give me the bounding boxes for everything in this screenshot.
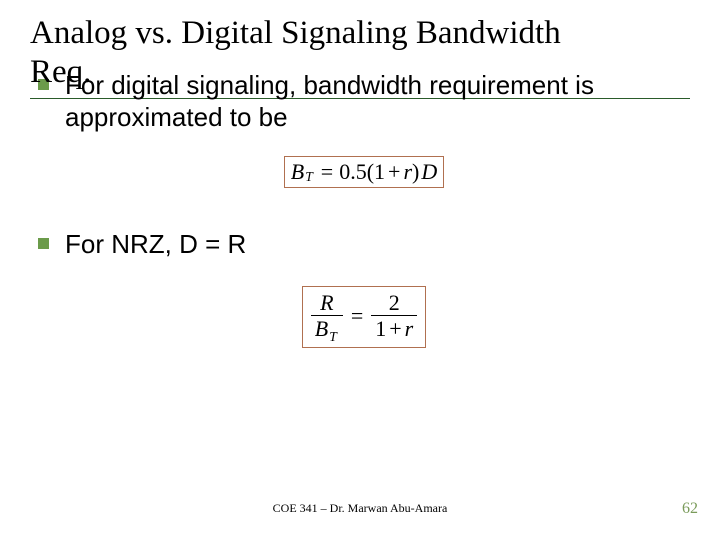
bullet-square-icon [38,238,49,249]
eq2-one: 1 [375,316,386,341]
title-line-1: Analog vs. Digital Signaling Bandwidth [30,14,690,53]
slide-title: Analog vs. Digital Signaling Bandwidth R… [30,14,690,92]
eq2-equals: = [351,303,363,329]
eq1-lpar: ( [367,159,374,185]
eq2-B: B [315,316,328,341]
eq2-lhs-frac: R BT [311,291,343,340]
footer-text: COE 341 – Dr. Marwan Abu-Amara [0,501,720,516]
title-line-2: Req. [30,53,690,92]
slide-body: For digital signaling, bandwidth require… [30,69,690,348]
eq2-den: 1+r [371,317,417,340]
eq2-BT: BT [311,317,343,340]
eq1-rpar: ) [412,159,419,185]
eq1-D: D [421,159,437,185]
eq1-r: r [403,159,412,185]
equation-2: R BT = 2 1+r [38,286,690,347]
eq1-B: B [291,159,304,185]
eq1-one: 1 [374,159,385,185]
eq2-plus: + [389,316,401,341]
equation-box: BT = 0.5(1+r)D [284,156,444,188]
eq2-T: T [329,329,337,344]
bullet-text: For NRZ, D = R [65,228,246,261]
eq2-two: 2 [385,291,404,314]
equation-box: R BT = 2 1+r [302,286,426,347]
bullet-item: For NRZ, D = R [38,228,690,261]
eq1-plus: + [388,159,400,185]
equation-1: BT = 0.5(1+r)D [38,156,690,188]
page-number: 62 [682,500,698,518]
eq1-coeff: 0.5 [339,159,367,185]
eq1-subT: T [305,169,313,185]
eq1-equals: = [321,159,333,185]
eq2-rhs-frac: 2 1+r [371,291,417,340]
eq2-r: r [405,316,414,341]
eq2-R: R [316,291,337,314]
